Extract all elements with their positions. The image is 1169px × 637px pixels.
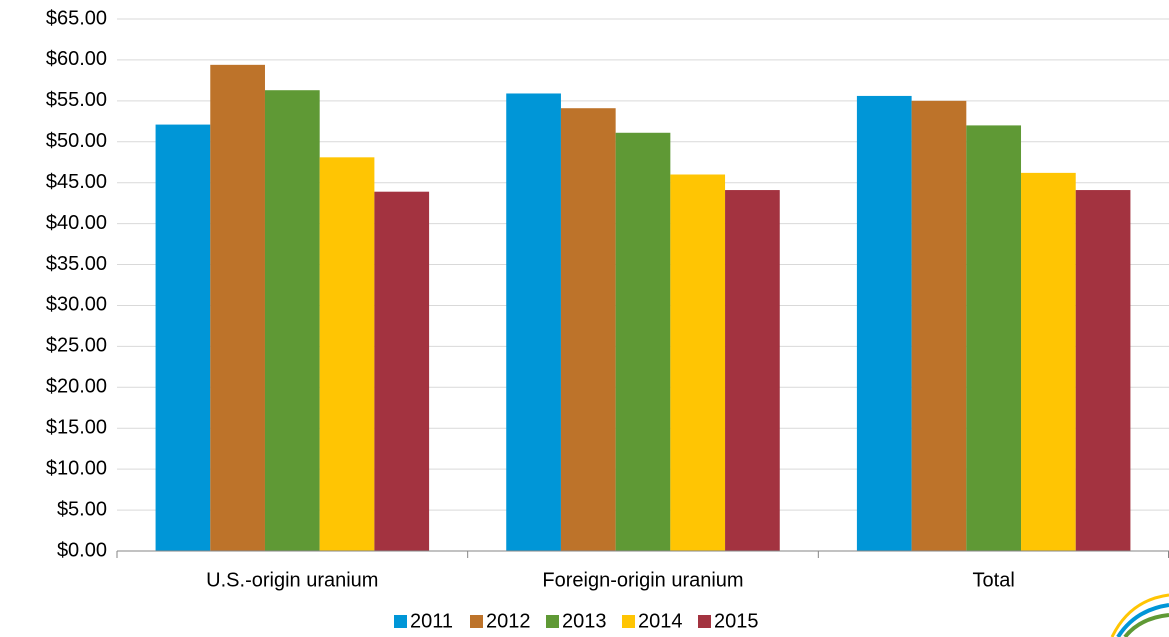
bar (374, 191, 430, 552)
bar (210, 64, 265, 551)
y-tick-label: $25.00 (46, 335, 107, 357)
legend-label: 2014 (638, 610, 683, 632)
bar (560, 108, 616, 551)
bar (319, 157, 375, 551)
legend-label: 2012 (486, 610, 531, 632)
bar (856, 95, 912, 551)
x-tick-label: U.S.-origin uranium (206, 569, 378, 591)
y-tick-label: $50.00 (46, 130, 107, 152)
bar (966, 125, 1022, 552)
y-tick-label: $35.00 (46, 253, 107, 275)
legend-swatch (470, 615, 483, 628)
bar (155, 124, 211, 551)
y-tick-label: $15.00 (46, 417, 107, 439)
legend-label: 2011 (410, 610, 453, 632)
bar (670, 174, 726, 551)
bar (506, 93, 561, 551)
y-tick-label: $65.00 (46, 7, 107, 29)
bar (1021, 172, 1076, 551)
y-tick-label: $20.00 (46, 376, 107, 398)
legend-label: 2015 (714, 610, 759, 632)
legend-swatch (622, 615, 635, 628)
y-tick-label: $45.00 (46, 171, 107, 193)
y-tick-label: $30.00 (46, 294, 107, 316)
legend-swatch (546, 615, 559, 628)
bar (1075, 190, 1131, 551)
bar (911, 100, 967, 551)
x-tick-label: Foreign-origin uranium (542, 569, 743, 591)
legend-label: 2013 (562, 610, 607, 632)
legend-swatch (394, 615, 407, 628)
bar (725, 190, 780, 551)
legend-swatch (698, 615, 711, 628)
y-tick-label: $60.00 (46, 48, 107, 70)
y-tick-label: $0.00 (57, 539, 107, 561)
x-tick-label: Total (973, 569, 1015, 591)
y-tick-label: $10.00 (46, 457, 107, 479)
y-tick-label: $55.00 (46, 89, 107, 111)
bar (615, 132, 671, 551)
y-tick-label: $40.00 (46, 212, 107, 234)
y-tick-label: $5.00 (57, 498, 107, 520)
logo (1110, 593, 1169, 637)
bar (264, 90, 320, 552)
